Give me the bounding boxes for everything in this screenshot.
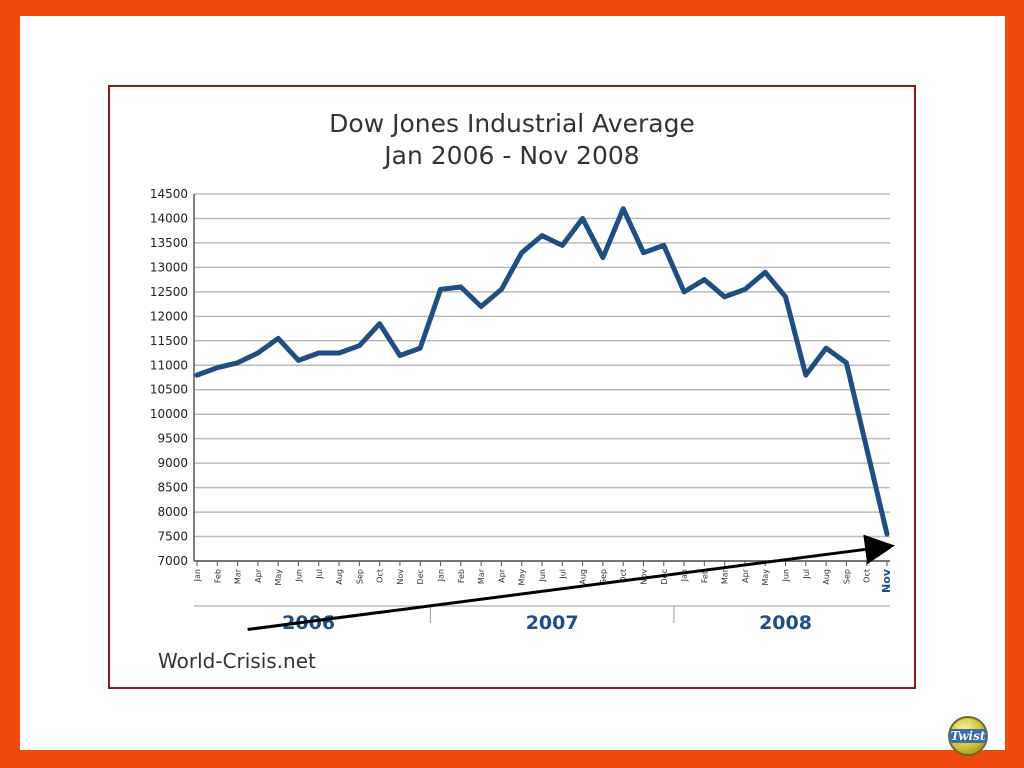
chart-plot: 14500 14000 13500 13000 12500 12000 11500 11000…: [150, 187, 895, 634]
data-point: [581, 216, 585, 220]
data-point: [763, 270, 767, 274]
data-point: [723, 295, 727, 299]
x-tick-label: Feb: [213, 569, 222, 583]
data-point: [682, 290, 686, 294]
data-point: [662, 243, 666, 247]
year-label: 2008: [759, 612, 812, 634]
x-tick-label: Dec: [416, 569, 425, 584]
data-point: [560, 243, 564, 247]
x-tick-label: Sep: [842, 569, 851, 584]
x-tick-label: Jul: [315, 569, 324, 580]
x-tick-label: Mar: [721, 568, 730, 584]
y-tick-label: 14000: [150, 211, 188, 225]
x-tick-label: Jan: [680, 569, 689, 582]
year-label: 2007: [526, 612, 579, 634]
y-tick-label: 12500: [150, 285, 188, 299]
data-point: [195, 373, 199, 377]
x-tick-label: Nov: [396, 569, 405, 585]
x-tick-label: Nov: [880, 568, 893, 593]
data-point: [479, 305, 483, 309]
x-tick-label: Jun: [294, 569, 303, 583]
x-tick-label: Aug: [335, 569, 344, 585]
x-tick-label: Aug: [579, 569, 588, 585]
y-tick-label: 9000: [157, 456, 188, 470]
chart-title: Dow Jones Industrial Average: [329, 109, 695, 138]
data-point: [357, 344, 361, 348]
data-point: [520, 251, 524, 255]
y-tick-label: 8500: [157, 481, 188, 495]
data-point: [276, 336, 280, 340]
data-point: [378, 322, 382, 326]
data-point: [337, 351, 341, 355]
data-point: [540, 234, 544, 238]
y-tick-label: 10500: [150, 383, 188, 397]
x-tick-label: Mar: [234, 568, 243, 584]
data-point: [236, 361, 240, 365]
chart-frame: Dow Jones Industrial Average Jan 2006 - …: [108, 85, 916, 689]
x-tick-label: Jan: [193, 569, 202, 582]
x-tick-label: Aug: [822, 569, 831, 585]
x-tick-label: Jan: [437, 569, 446, 582]
data-point: [885, 532, 889, 536]
x-tick-label: Apr: [254, 568, 263, 583]
x-tick-label: Feb: [457, 569, 466, 583]
trend-arrow: [247, 534, 895, 631]
x-tick-label: Jun: [782, 569, 791, 583]
data-point: [459, 285, 463, 289]
y-tick-label: 9500: [157, 432, 188, 446]
data-point: [844, 361, 848, 365]
x-tick-label: Apr: [741, 568, 750, 583]
data-point: [418, 346, 422, 350]
data-point: [317, 351, 321, 355]
x-tick-label: Oct: [376, 569, 385, 583]
badge-label: Twist: [948, 729, 988, 743]
y-tick-label: 12000: [150, 309, 188, 323]
data-point: [784, 295, 788, 299]
x-tick-label: Mar: [477, 568, 486, 584]
x-tick-label: May: [761, 569, 770, 586]
y-tick-label: 14500: [150, 187, 188, 201]
y-tick-label: 13500: [150, 236, 188, 250]
y-tick-label: 8000: [157, 505, 188, 519]
y-tick-label: 11500: [150, 334, 188, 348]
x-tick-label: Apr: [497, 568, 506, 583]
data-point: [824, 346, 828, 350]
x-tick-label: Jul: [558, 569, 567, 580]
x-tick-label: Jul: [802, 569, 811, 580]
data-point: [702, 278, 706, 282]
y-tick-label: 7000: [157, 554, 188, 568]
slide-canvas: Dow Jones Industrial Average Jan 2006 - …: [20, 16, 1005, 756]
x-tick-label: Oct: [863, 569, 872, 583]
x-tick-label: Jun: [538, 569, 547, 583]
x-tick-label: Sep: [599, 569, 608, 584]
x-tick-label: Feb: [700, 569, 709, 583]
data-point: [641, 251, 645, 255]
data-point: [601, 256, 605, 260]
x-tick-label: May: [274, 569, 283, 586]
source-label: World-Crisis.net: [158, 649, 316, 673]
series-line: [194, 206, 890, 537]
data-point: [865, 446, 869, 450]
data-point: [256, 351, 260, 355]
data-point: [621, 207, 625, 211]
x-tick-label: May: [518, 569, 527, 586]
x-tick-label: Oct: [619, 569, 628, 583]
data-point: [398, 353, 402, 357]
y-tick-label: 10000: [150, 407, 188, 421]
data-point: [743, 287, 747, 291]
y-tick-label: 7500: [157, 530, 188, 544]
y-tick-label: 11000: [150, 358, 188, 372]
data-point: [296, 358, 300, 362]
data-point: [215, 366, 219, 370]
y-tick-label: 13000: [150, 260, 188, 274]
twist-badge-icon: Twist: [948, 716, 988, 756]
data-point: [804, 373, 808, 377]
data-point: [439, 287, 443, 291]
x-tick-label: Sep: [355, 569, 364, 584]
chart-subtitle: Jan 2006 - Nov 2008: [384, 141, 640, 170]
data-point: [499, 287, 503, 291]
